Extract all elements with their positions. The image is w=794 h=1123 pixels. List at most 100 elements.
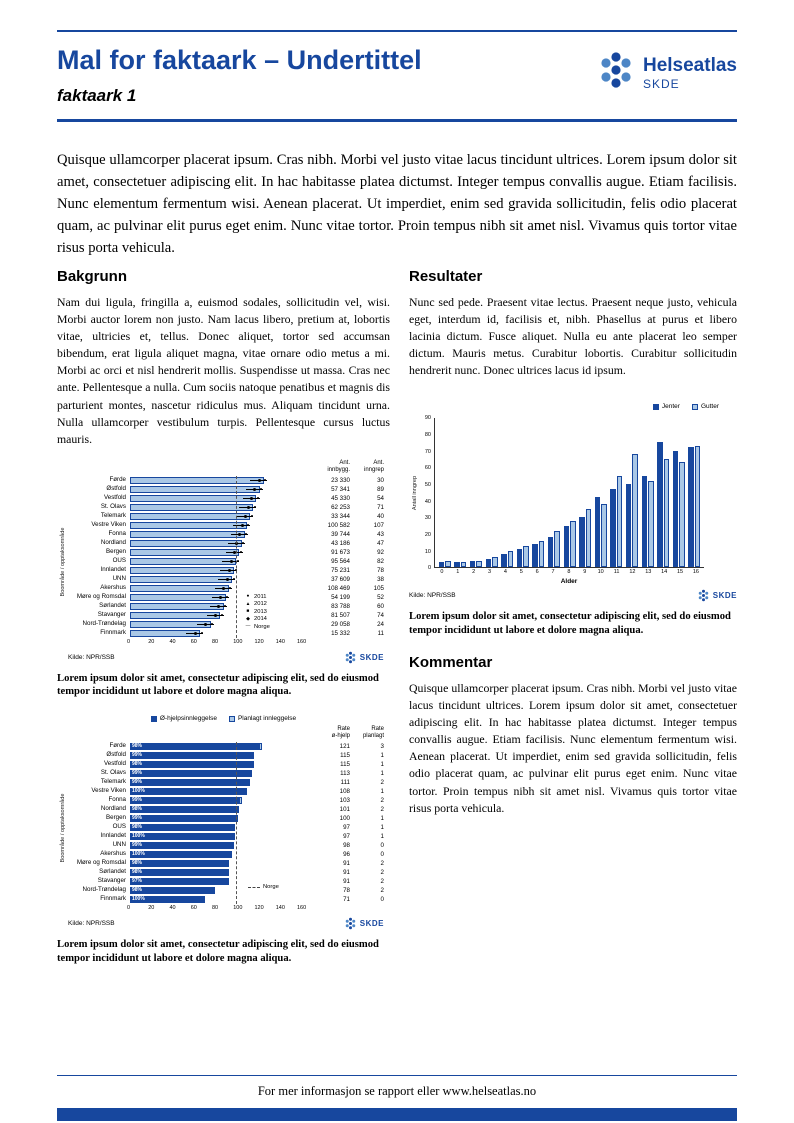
bar — [130, 512, 251, 520]
skde-dots-icon — [345, 651, 356, 663]
bar-segment-light — [212, 886, 215, 894]
bar-track: 100% — [130, 787, 300, 795]
skde-logo: SKDE — [697, 589, 737, 602]
bar — [554, 530, 560, 568]
section-heading-bakgrunn: Bakgrunn — [57, 268, 128, 285]
bar — [130, 521, 247, 529]
marker-dot — [240, 523, 244, 527]
bar — [641, 475, 648, 568]
value-col1: 103 — [339, 796, 350, 804]
chart-row: Vestfold 98% 115 1 — [68, 760, 384, 769]
value-col2: 40 — [377, 512, 384, 520]
value-col1: 101 — [339, 805, 350, 813]
helseatlas-dots-icon — [596, 50, 636, 95]
x-tick-label: 8 — [567, 569, 571, 576]
chart2-caption: Lorem ipsum dolor sit amet, consectetur … — [409, 611, 731, 637]
bar-percent-label: 98% — [132, 886, 143, 893]
region-label: Sørlandet — [99, 602, 126, 610]
bar-percent-label: 98% — [132, 742, 143, 749]
title-block: Mal for faktaark – Undertittel faktaark … — [57, 45, 422, 106]
y-tick-label: 80 — [424, 432, 431, 439]
value-col1: 91 673 — [331, 548, 350, 556]
bar-track: 99% — [130, 751, 300, 759]
region-label: Nordland — [100, 805, 126, 813]
bar-track — [130, 584, 300, 592]
bar — [445, 560, 451, 568]
bar-percent-label: 100% — [132, 895, 145, 902]
bar — [694, 445, 701, 568]
chart-legend: Jenter Gutter — [409, 403, 737, 410]
chart-row: Nord-Trøndelag 29 058 24 — [68, 620, 384, 629]
x-tick-label: 13 — [645, 569, 652, 576]
bar — [663, 459, 670, 568]
legend-label: Jenter — [661, 403, 680, 411]
chart-row: Sørlandet 98% 91 2 — [68, 868, 384, 877]
bar-percent-label: 97% — [132, 877, 143, 884]
bar — [485, 559, 492, 568]
bar-segment-dark: 100% — [130, 832, 234, 840]
marker-dot — [245, 533, 248, 536]
value-col2: 105 — [373, 584, 384, 592]
x-tick-label: 100 — [233, 904, 243, 911]
legend-label: Planlagt innleggelse — [237, 715, 297, 723]
x-axis: 0 1 2 3 4 5 6 7 8 9 10 11 12 13 14 15 16 — [434, 569, 704, 575]
marker-dot — [238, 532, 242, 536]
value-col2: 1 — [380, 814, 384, 822]
bar — [679, 462, 685, 568]
value-col1: 111 — [340, 778, 350, 786]
bar-percent-label: 99% — [132, 796, 143, 803]
bar-track: 98% — [130, 868, 300, 876]
bar — [648, 480, 654, 568]
footer-text: For mer informasjon se rapport eller www… — [257, 1084, 537, 1098]
bar — [672, 450, 679, 568]
chart-footer: Kilde: NPR/SSB SKDE — [68, 917, 384, 930]
value-col1: 29 058 — [331, 620, 350, 628]
value-col2: 82 — [377, 557, 384, 565]
bar-track: 99% — [130, 796, 300, 804]
bar-percent-label: 100% — [132, 850, 145, 857]
bar-segment-dark: 98% — [130, 742, 259, 750]
x-tick-label: 4 — [503, 569, 507, 576]
bar-track: 98% — [130, 760, 300, 768]
bar-segment-light — [233, 823, 236, 831]
y-tick-label: 0 — [427, 565, 431, 572]
y-tick-label: 10 — [424, 548, 431, 555]
x-tick-label: 20 — [148, 638, 155, 645]
value-col1: 23 330 — [331, 476, 350, 484]
bar-group — [593, 497, 609, 568]
legend-item: Gutter — [691, 403, 719, 410]
marker-dot — [193, 631, 197, 635]
value-col2: 92 — [377, 548, 384, 556]
chart-footer: Kilde: NPR/SSB SKDE — [409, 589, 737, 602]
marker-dot — [264, 479, 267, 482]
value-col1: 100 582 — [327, 521, 350, 529]
x-tick-label: 0 — [127, 638, 131, 645]
legend-swatch — [228, 715, 235, 722]
bar-track: 99% — [130, 814, 300, 822]
legend-label: 2013 — [254, 608, 267, 615]
region-label: Førde — [109, 742, 126, 750]
chart-row: Bergen 99% 100 1 — [68, 814, 384, 823]
value-col2: 74 — [377, 611, 384, 619]
bar-group — [546, 530, 562, 568]
page-subtitle: faktaark 1 — [57, 85, 137, 105]
marker-dot — [239, 551, 242, 554]
x-tick-label: 15 — [677, 569, 684, 576]
marker-dot — [232, 578, 235, 581]
marker-dot — [242, 542, 245, 545]
bar-group — [515, 545, 531, 568]
bar-track — [130, 548, 300, 556]
region-label: Akershus — [100, 850, 126, 858]
bar — [688, 447, 694, 568]
page-title-subtitle: – Undertittel — [256, 45, 422, 75]
bar-segment-dark: 99% — [130, 841, 235, 849]
bar — [130, 575, 232, 583]
bar-track: 99% — [130, 841, 300, 849]
marker-dot — [222, 586, 226, 590]
bar-segment-light — [237, 805, 240, 813]
x-tick-label: 9 — [583, 569, 587, 576]
x-tick-label: 16 — [692, 569, 699, 576]
bar-track: 99% — [130, 769, 300, 777]
bar — [632, 454, 638, 568]
intro-paragraph: Quisque ullamcorper placerat ipsum. Cras… — [57, 152, 737, 256]
